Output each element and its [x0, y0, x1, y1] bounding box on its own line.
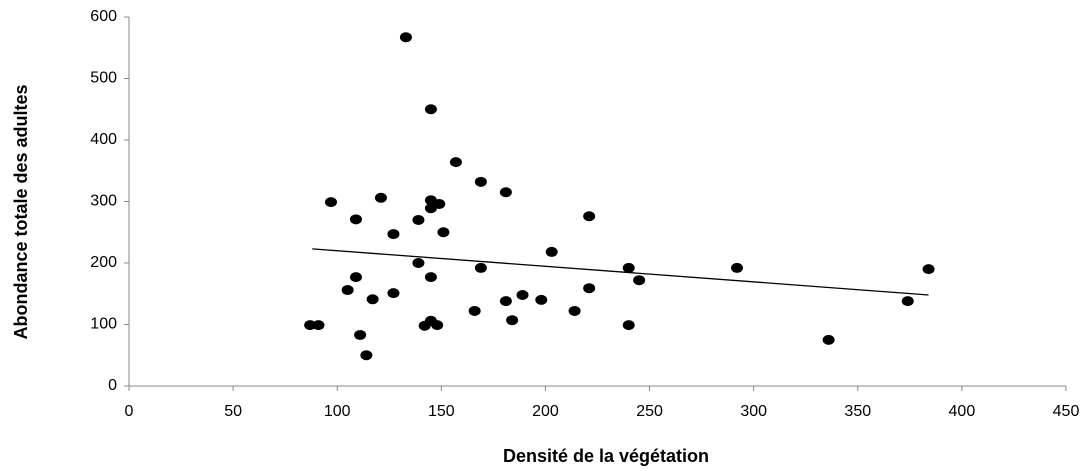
point — [449, 157, 462, 168]
point — [433, 198, 446, 209]
point — [499, 296, 512, 307]
y-tick-label: 100 — [90, 316, 117, 333]
point — [506, 315, 519, 326]
point — [304, 320, 317, 331]
trend-line — [312, 248, 929, 296]
point — [633, 275, 646, 286]
point — [431, 320, 444, 331]
x-tick-label: 0 — [125, 403, 134, 420]
x-tick-label: 50 — [224, 403, 242, 420]
point — [499, 187, 512, 198]
point — [474, 176, 487, 187]
point — [583, 211, 596, 222]
point — [535, 294, 548, 305]
point — [374, 192, 387, 203]
point — [568, 305, 581, 316]
point — [366, 294, 379, 305]
point — [822, 334, 835, 345]
point — [349, 214, 362, 225]
point — [387, 229, 400, 240]
point — [387, 288, 400, 299]
x-tick-label: 150 — [428, 403, 455, 420]
x-tick-label: 350 — [844, 403, 871, 420]
y-tick-label: 300 — [90, 193, 117, 210]
point — [468, 305, 481, 316]
point — [437, 227, 450, 238]
point — [424, 104, 437, 115]
point — [412, 258, 425, 268]
point — [349, 272, 362, 283]
point — [354, 329, 367, 340]
point — [360, 350, 373, 361]
y-axis-title: Abondance totale des adultes — [11, 84, 31, 339]
point — [474, 262, 487, 273]
point — [424, 272, 437, 283]
x-tick-label: 200 — [532, 403, 559, 420]
point — [622, 320, 635, 331]
x-tick-label: 100 — [324, 403, 351, 420]
y-tick-label: 600 — [90, 8, 117, 25]
x-tick-label: 250 — [636, 403, 663, 420]
x-tick-label: 400 — [949, 403, 976, 420]
point — [583, 283, 596, 294]
point — [622, 262, 635, 273]
point — [901, 296, 914, 307]
x-tick-label: 450 — [1053, 403, 1080, 420]
y-tick-label: 0 — [108, 377, 117, 394]
point — [922, 264, 935, 275]
point — [545, 246, 558, 257]
x-axis-title: Densité de la végétation — [503, 446, 709, 466]
point — [731, 262, 744, 273]
point — [324, 197, 337, 208]
point — [312, 320, 325, 331]
point — [516, 289, 529, 300]
point — [399, 32, 412, 43]
point — [341, 285, 354, 296]
x-tick-label: 300 — [740, 403, 767, 420]
y-tick-label: 200 — [90, 254, 117, 271]
y-tick-label: 500 — [90, 70, 117, 87]
y-tick-label: 400 — [90, 131, 117, 148]
point — [412, 214, 425, 225]
